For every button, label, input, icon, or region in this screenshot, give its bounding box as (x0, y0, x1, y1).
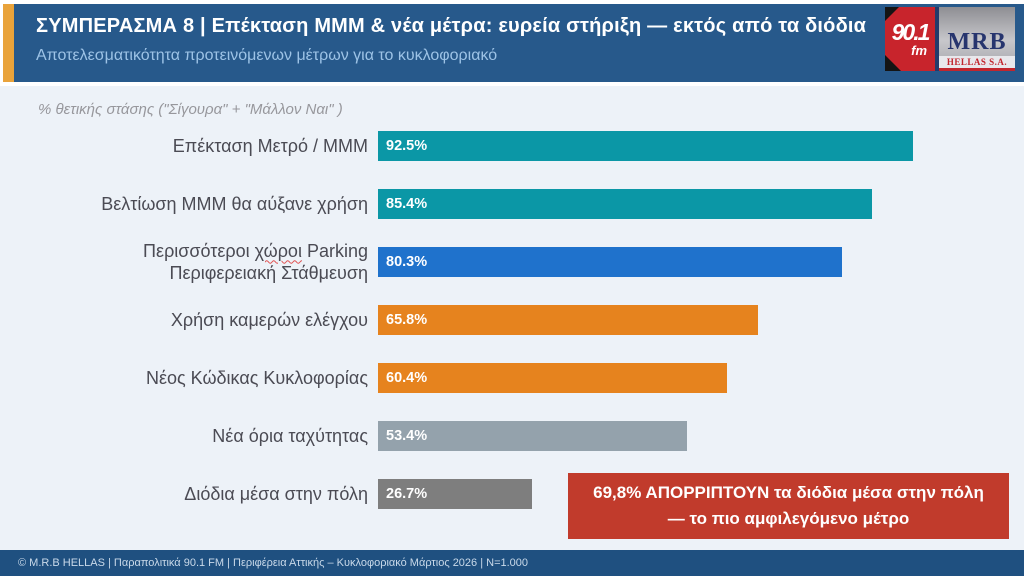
bar: 65.8% (378, 305, 759, 335)
bar-row-mmm-improvement: Βελτίωση ΜΜΜ θα αύξανε χρήση 85.4% (10, 189, 1024, 219)
bar-label: Νέα όρια ταχύτητας (212, 425, 368, 446)
bar-track: 85.4% (378, 189, 956, 219)
bar: 53.4% (378, 421, 687, 451)
logo-company-subtitle: HELLAS S.A. (939, 56, 1015, 68)
bar: 92.5% (378, 131, 913, 161)
bar-track: 65.8% (378, 305, 956, 335)
mrb-hellas-logo: 90.1 fm MRB HELLAS S.A. (885, 7, 1015, 71)
bar-track: 26.7% (378, 479, 956, 509)
bar-value: 80.3% (386, 254, 428, 270)
slide-footer: © M.R.B HELLAS | Παραπολιτικά 90.1 FM | … (0, 550, 1024, 576)
bar: 80.3% (378, 247, 843, 277)
bar-track: 80.3% (378, 247, 956, 277)
mrb-company-logo: MRB HELLAS S.A. (939, 7, 1015, 71)
bar-value: 92.5% (386, 138, 428, 154)
footer-text: © M.R.B HELLAS | Παραπολιτικά 90.1 FM | … (18, 557, 529, 569)
bar-row-traffic-code: Νέος Κώδικας Κυκλοφορίας 60.4% (10, 363, 1024, 393)
tolls-rejection-callout: 69,8% ΑΠΟΡΡΙΠΤΟΥΝ τα διόδια μέσα στην πό… (568, 473, 1009, 539)
bar-track: 53.4% (378, 421, 956, 451)
bar-label: Διόδια μέσα στην πόλη (184, 483, 368, 504)
slide-header: ΣΥΜΠΕΡΑΣΜΑ 8 | Επέκταση ΜΜΜ & νέα μέτρα:… (14, 4, 1024, 82)
bar-track: 92.5% (378, 131, 956, 161)
bar-row-cameras: Χρήση καμερών ελέγχου 65.8% (10, 305, 1024, 335)
bar-row-metro-expansion: Επέκταση Μετρό / ΜΜΜ 92.5% (10, 131, 1024, 161)
logo-station-band: fm (911, 43, 927, 58)
logo-station-number: 90.1 (891, 19, 931, 45)
bar-label: Βελτίωση ΜΜΜ θα αύξανε χρήση (101, 193, 368, 214)
bar-rows: Επέκταση Μετρό / ΜΜΜ 92.5% Βελτίωση ΜΜΜ … (0, 131, 1024, 509)
bar-label: Χρήση καμερών ελέγχου (170, 309, 368, 330)
misspelled-word: χώροι (254, 240, 302, 261)
callout-line1: 69,8% ΑΠΟΡΡΙΠΤΟΥΝ τα διόδια μέσα στην πό… (593, 482, 984, 502)
bar-chart: % θετικής στάσης ("Σίγουρα" + "Μάλλον Να… (0, 86, 1024, 550)
callout-line2: — το πιο αμφιλεγόμενο μέτρο (667, 509, 910, 528)
bar: 26.7% (378, 479, 533, 509)
chart-note: % θετικής στάσης ("Σίγουρα" + "Μάλλον Να… (38, 101, 343, 118)
slide-subtitle: Αποτελεσματικότητα προτεινόμενων μέτρων … (36, 47, 498, 64)
bar-track: 60.4% (378, 363, 956, 393)
bar-value: 26.7% (386, 486, 428, 502)
bar-label: Νέος Κώδικας Κυκλοφορίας (145, 367, 368, 388)
bar-label: Επέκταση Μετρό / ΜΜΜ (172, 135, 368, 156)
bar: 85.4% (378, 189, 872, 219)
bar-value: 53.4% (386, 428, 428, 444)
bar-row-speed-limits: Νέα όρια ταχύτητας 53.4% (10, 421, 1024, 451)
bar-value: 60.4% (386, 370, 428, 386)
bar: 60.4% (378, 363, 728, 393)
bar-value: 65.8% (386, 312, 428, 328)
bar-row-parking: Περισσότεροι χώροι Parking Περιφερειακή … (10, 241, 1024, 283)
logo-company-name: MRB (947, 29, 1007, 55)
bar-label: Περισσότεροι χώροι Parking Περιφερειακή … (143, 240, 368, 284)
slide-title: ΣΥΜΠΕΡΑΣΜΑ 8 | Επέκταση ΜΜΜ & νέα μέτρα:… (36, 15, 867, 37)
header-accent-bar (3, 4, 14, 82)
bar-row-tolls: Διόδια μέσα στην πόλη 26.7% (10, 479, 1024, 509)
radio-901fm-logo: 90.1 fm (885, 7, 939, 71)
bar-value: 85.4% (386, 196, 428, 212)
